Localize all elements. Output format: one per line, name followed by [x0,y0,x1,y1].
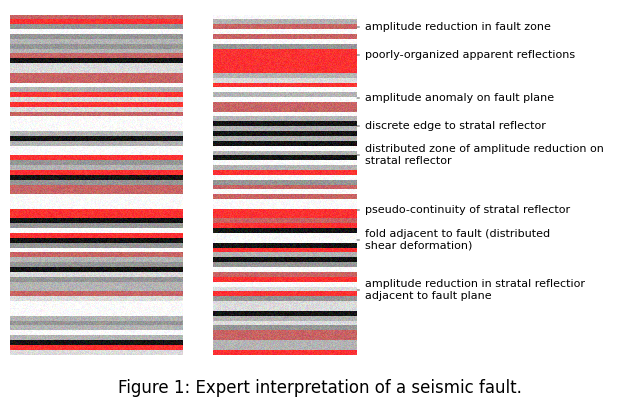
Text: discrete edge to stratal reflector: discrete edge to stratal reflector [357,121,546,131]
Text: amplitude reduction in fault zone: amplitude reduction in fault zone [357,22,551,32]
Text: amplitude reduction in stratal reflectior
adjacent to fault plane: amplitude reduction in stratal reflectio… [357,279,585,301]
Text: distributed zone of amplitude reduction on
stratal reflector: distributed zone of amplitude reduction … [357,144,604,166]
Text: fold adjacent to fault (distributed
shear deformation): fold adjacent to fault (distributed shea… [357,229,550,251]
Text: poorly-organized apparent reflections: poorly-organized apparent reflections [357,50,575,60]
Text: Figure 1: Expert interpretation of a seismic fault.: Figure 1: Expert interpretation of a sei… [118,379,522,397]
Text: amplitude anomaly on fault plane: amplitude anomaly on fault plane [357,93,554,103]
Text: pseudo-continuity of stratal reflector: pseudo-continuity of stratal reflector [357,205,570,215]
